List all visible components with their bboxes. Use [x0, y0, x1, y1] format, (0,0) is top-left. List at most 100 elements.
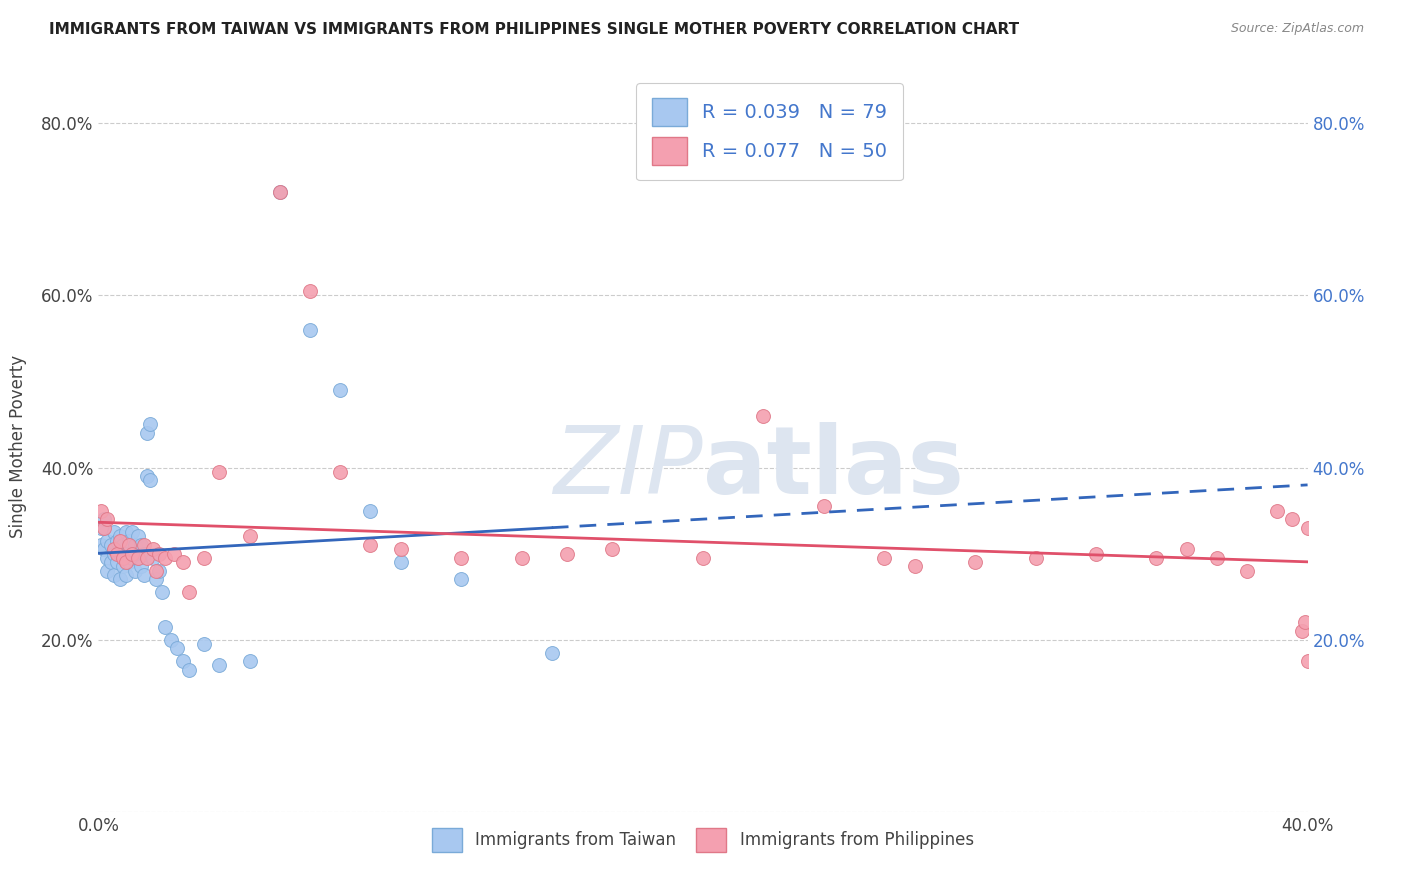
- Point: [127, 529, 149, 543]
- Point: [139, 474, 162, 488]
- Point: [208, 465, 231, 479]
- Point: [1296, 521, 1319, 535]
- Point: [752, 409, 775, 423]
- Point: [360, 538, 382, 552]
- Point: [389, 555, 412, 569]
- Point: [132, 568, 155, 582]
- Point: [153, 620, 176, 634]
- Point: [172, 555, 194, 569]
- Point: [1291, 624, 1313, 638]
- Point: [103, 542, 125, 557]
- Point: [450, 550, 472, 565]
- Point: [239, 654, 262, 668]
- Point: [1267, 503, 1289, 517]
- Point: [510, 550, 533, 565]
- Point: [111, 538, 134, 552]
- Point: [1294, 615, 1316, 630]
- Point: [93, 521, 115, 535]
- Point: [163, 547, 186, 561]
- Point: [96, 512, 118, 526]
- Point: [555, 547, 578, 561]
- Point: [179, 663, 201, 677]
- Point: [132, 538, 155, 552]
- Point: [124, 564, 146, 578]
- Point: [103, 568, 125, 582]
- Point: [193, 637, 215, 651]
- Point: [129, 559, 152, 574]
- Point: [172, 654, 194, 668]
- Point: [145, 564, 167, 578]
- Point: [1236, 564, 1258, 578]
- Text: Source: ZipAtlas.com: Source: ZipAtlas.com: [1230, 22, 1364, 36]
- Point: [93, 542, 115, 557]
- Point: [269, 185, 291, 199]
- Point: [90, 503, 112, 517]
- Point: [96, 533, 118, 548]
- Point: [135, 469, 157, 483]
- Point: [179, 585, 201, 599]
- Point: [153, 550, 176, 565]
- Point: [1175, 542, 1198, 557]
- Point: [135, 426, 157, 441]
- Point: [1144, 550, 1167, 565]
- Point: [114, 524, 136, 539]
- Point: [129, 538, 152, 552]
- Point: [90, 521, 112, 535]
- Text: ZIP: ZIP: [554, 423, 703, 514]
- Point: [1206, 550, 1229, 565]
- Point: [904, 559, 927, 574]
- Point: [1024, 550, 1046, 565]
- Point: [108, 529, 131, 543]
- Point: [450, 573, 472, 587]
- Point: [269, 185, 291, 199]
- Point: [208, 658, 231, 673]
- Point: [132, 547, 155, 561]
- Text: atlas: atlas: [703, 422, 965, 514]
- Point: [1085, 547, 1108, 561]
- Text: IMMIGRANTS FROM TAIWAN VS IMMIGRANTS FROM PHILIPPINES SINGLE MOTHER POVERTY CORR: IMMIGRANTS FROM TAIWAN VS IMMIGRANTS FRO…: [49, 22, 1019, 37]
- Point: [150, 585, 173, 599]
- Point: [148, 547, 170, 561]
- Point: [142, 542, 165, 557]
- Legend: Immigrants from Taiwan, Immigrants from Philippines: Immigrants from Taiwan, Immigrants from …: [426, 822, 980, 858]
- Point: [103, 524, 125, 539]
- Y-axis label: Single Mother Poverty: Single Mother Poverty: [10, 354, 27, 538]
- Point: [108, 533, 131, 548]
- Point: [873, 550, 896, 565]
- Point: [93, 512, 115, 526]
- Point: [121, 524, 143, 539]
- Point: [118, 533, 141, 548]
- Point: [105, 533, 128, 548]
- Point: [239, 529, 262, 543]
- Point: [193, 550, 215, 565]
- Point: [96, 564, 118, 578]
- Point: [602, 542, 624, 557]
- Point: [127, 550, 149, 565]
- Point: [145, 573, 167, 587]
- Point: [299, 284, 322, 298]
- Point: [692, 550, 714, 565]
- Point: [166, 641, 188, 656]
- Point: [329, 465, 352, 479]
- Point: [121, 550, 143, 565]
- Point: [105, 555, 128, 569]
- Point: [108, 573, 131, 587]
- Point: [121, 547, 143, 561]
- Point: [1296, 654, 1319, 668]
- Point: [1281, 512, 1303, 526]
- Point: [135, 550, 157, 565]
- Point: [111, 550, 134, 565]
- Point: [100, 538, 122, 552]
- Point: [139, 417, 162, 432]
- Point: [148, 564, 170, 578]
- Point: [965, 555, 987, 569]
- Point: [96, 550, 118, 565]
- Point: [114, 547, 136, 561]
- Point: [103, 547, 125, 561]
- Point: [160, 632, 183, 647]
- Point: [389, 542, 412, 557]
- Point: [105, 547, 128, 561]
- Point: [108, 547, 131, 561]
- Point: [127, 550, 149, 565]
- Point: [329, 383, 352, 397]
